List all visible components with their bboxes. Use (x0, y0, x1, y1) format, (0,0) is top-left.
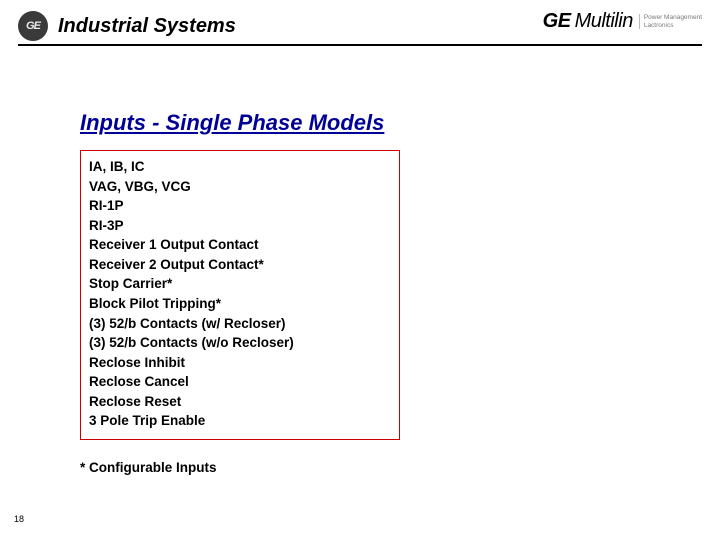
tagline-line-2: Lactronics (644, 22, 702, 30)
input-item: VAG, VBG, VCG (89, 177, 391, 197)
input-item: Reclose Cancel (89, 372, 391, 392)
input-item: IA, IB, IC (89, 157, 391, 177)
slide-title: Inputs - Single Phase Models (80, 110, 384, 136)
header-title: Industrial Systems (58, 15, 236, 38)
input-item: (3) 52/b Contacts (w/o Recloser) (89, 333, 391, 353)
brand-ge: GE (543, 10, 571, 33)
input-item: Block Pilot Tripping* (89, 294, 391, 314)
inputs-box: IA, IB, IC VAG, VBG, VCG RI-1P RI-3P Rec… (80, 150, 400, 440)
input-item: RI-1P (89, 196, 391, 216)
input-item: 3 Pole Trip Enable (89, 411, 391, 431)
ge-logo-text: GE (26, 20, 40, 32)
input-item: Receiver 1 Output Contact (89, 235, 391, 255)
header-rule (18, 44, 702, 46)
input-item: RI-3P (89, 216, 391, 236)
brand-tagline: Power Management Lactronics (639, 14, 702, 30)
page-number: 18 (14, 514, 24, 524)
input-item: Reclose Inhibit (89, 353, 391, 373)
input-item: Receiver 2 Output Contact* (89, 255, 391, 275)
brand-multilin: Multilin (575, 10, 633, 33)
input-item: Reclose Reset (89, 392, 391, 412)
tagline-line-1: Power Management (644, 14, 702, 22)
input-item: (3) 52/b Contacts (w/ Recloser) (89, 314, 391, 334)
input-item: Stop Carrier* (89, 274, 391, 294)
ge-logo-icon: GE (18, 11, 48, 41)
footnote: * Configurable Inputs (80, 460, 217, 475)
header-brand-block: GE Multilin Power Management Lactronics (543, 10, 702, 33)
